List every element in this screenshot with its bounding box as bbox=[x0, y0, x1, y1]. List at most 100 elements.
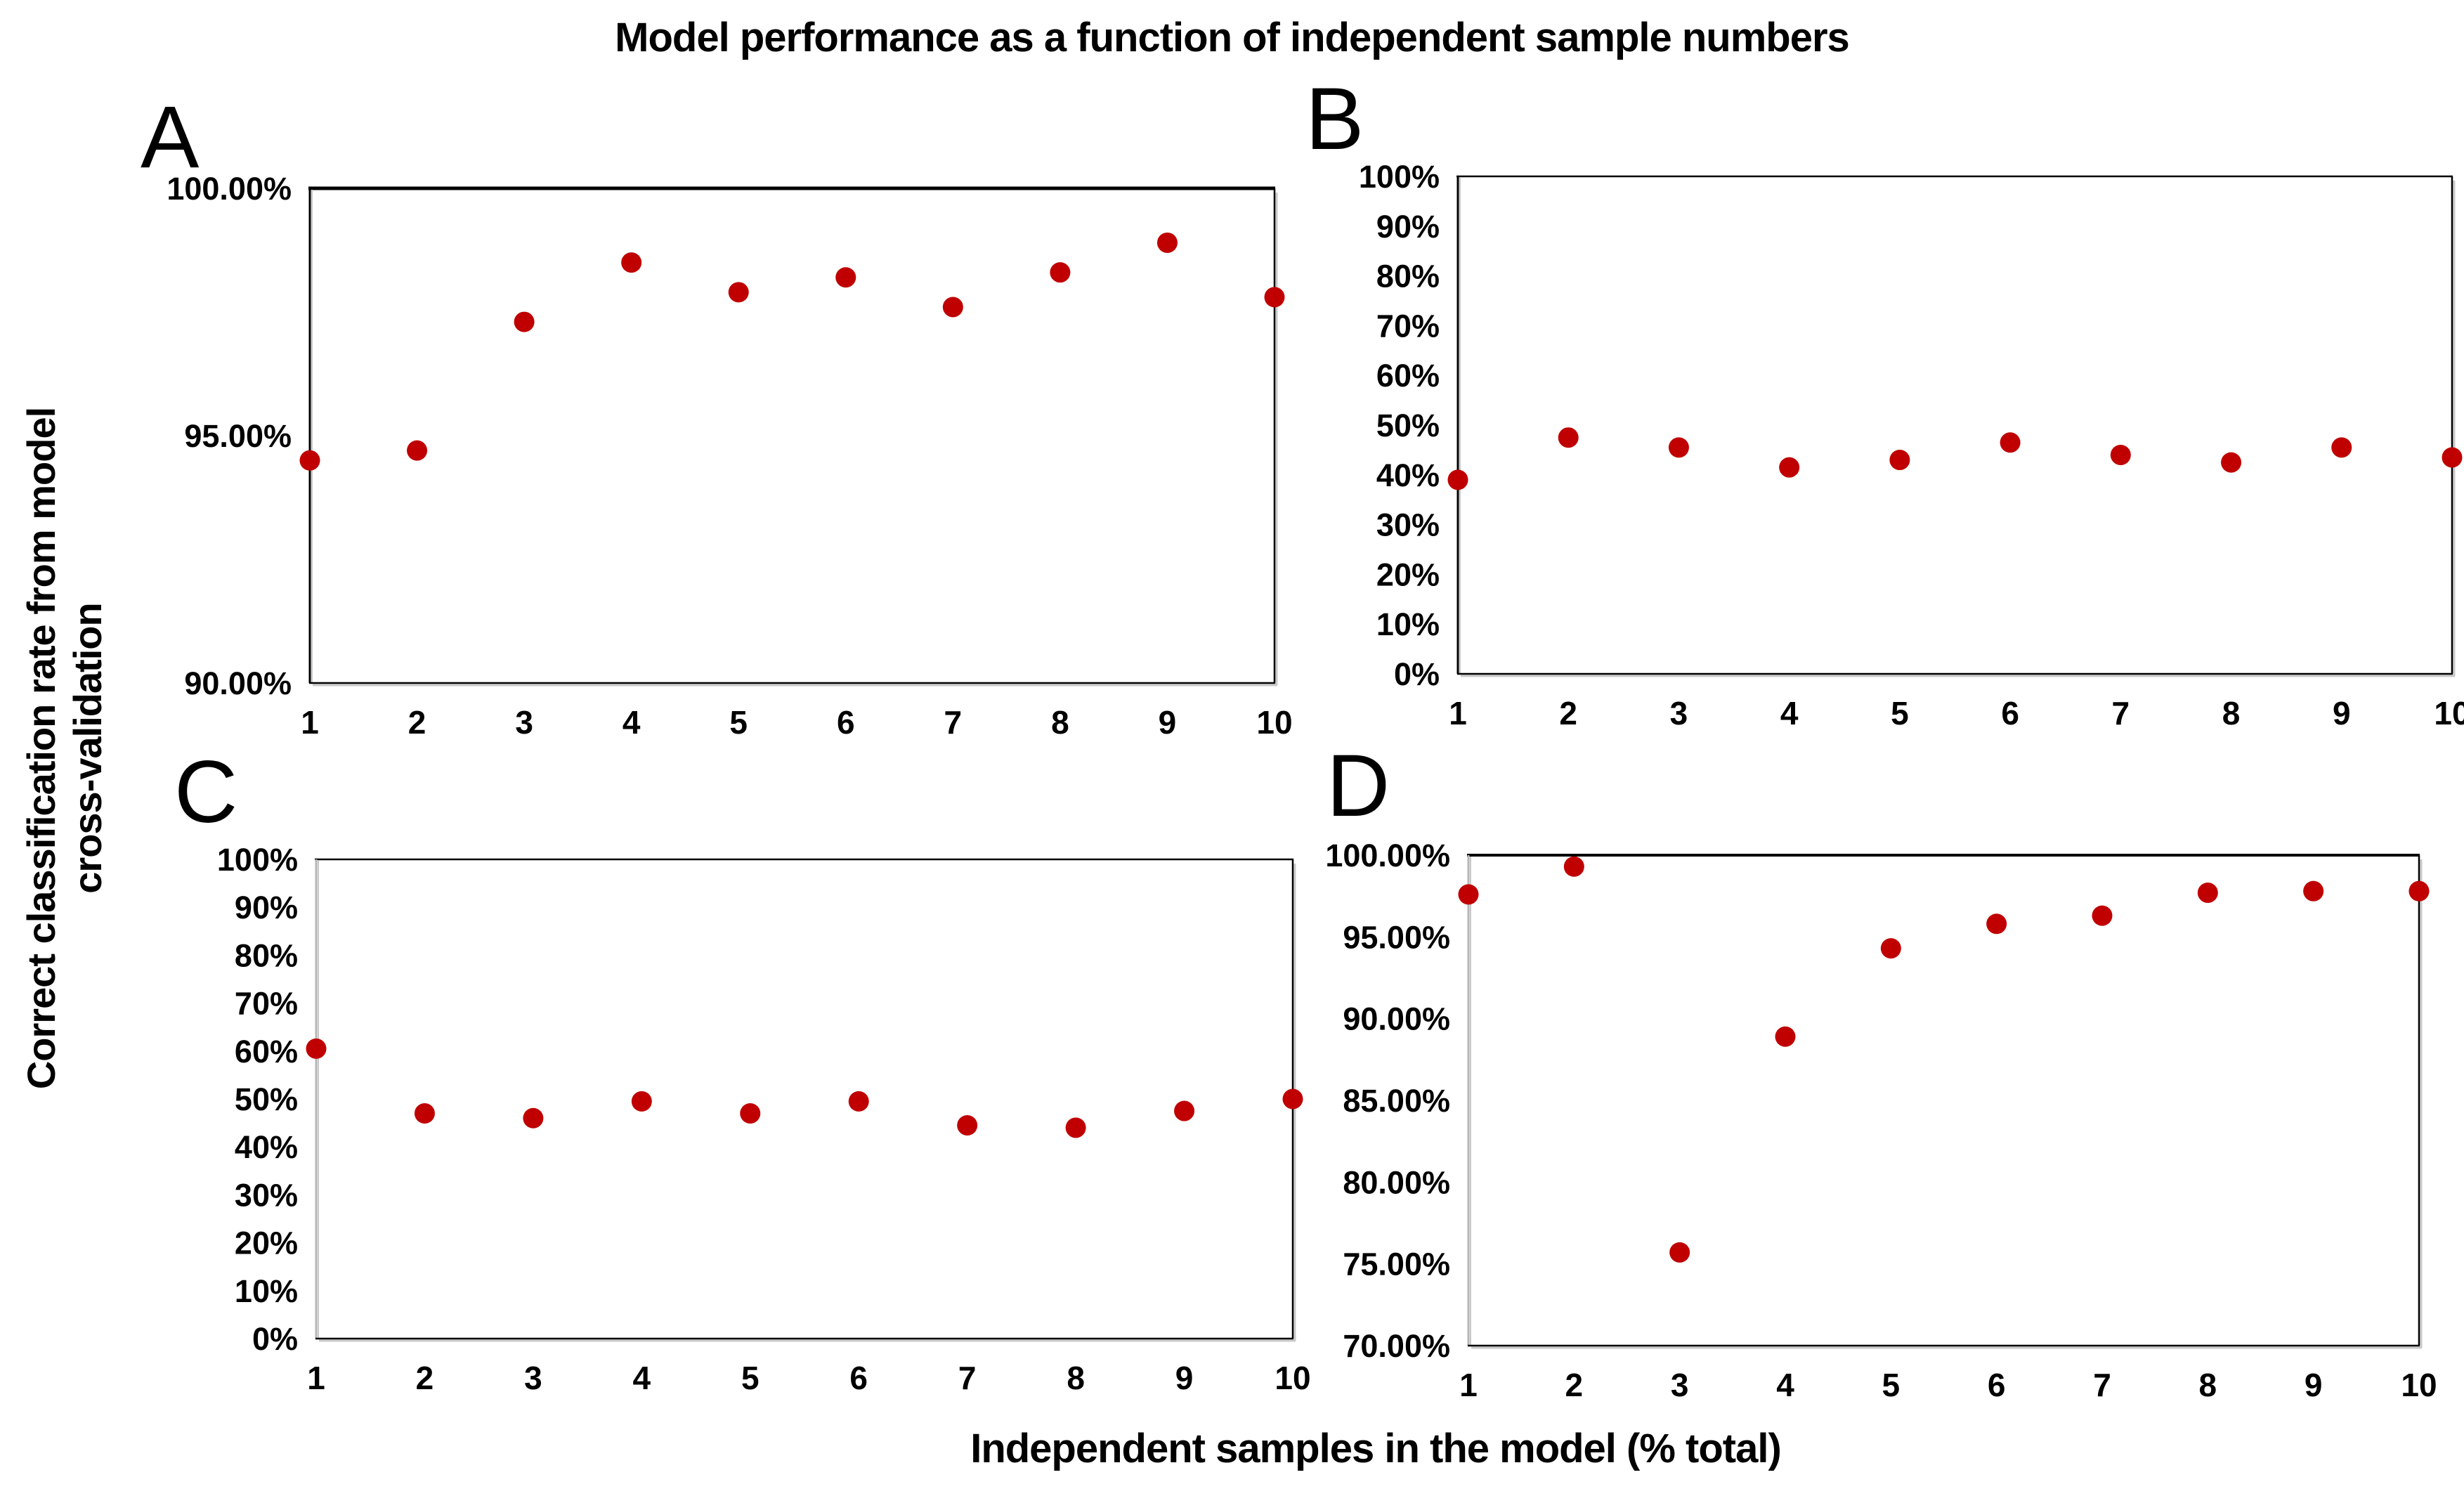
data-point bbox=[1563, 856, 1584, 877]
x-tick-label: 2 bbox=[1559, 695, 1577, 731]
data-point bbox=[1264, 287, 1285, 308]
data-point bbox=[1668, 437, 1689, 458]
x-tick-label: 9 bbox=[1159, 704, 1177, 741]
x-tick-label: 10 bbox=[2434, 695, 2464, 731]
x-tick-label: 9 bbox=[2333, 695, 2351, 731]
x-tick-label: 5 bbox=[741, 1360, 760, 1396]
figure-title: Model performance as a function of indep… bbox=[615, 15, 1850, 60]
data-point bbox=[631, 1091, 652, 1112]
x-tick-label: 2 bbox=[416, 1360, 434, 1396]
data-point bbox=[728, 282, 749, 303]
y-tick-label: 90% bbox=[235, 890, 298, 925]
y-tick-label: 40% bbox=[235, 1129, 298, 1165]
x-tick-label: 5 bbox=[1891, 695, 1909, 731]
data-point bbox=[621, 252, 642, 273]
data-point bbox=[2197, 883, 2218, 904]
data-point bbox=[1174, 1100, 1195, 1121]
x-tick-label: 8 bbox=[1067, 1360, 1085, 1396]
data-point bbox=[407, 440, 428, 461]
data-point bbox=[1775, 1026, 1796, 1047]
data-point bbox=[1880, 938, 1901, 959]
x-tick-label: 8 bbox=[1051, 704, 1069, 741]
x-tick-label: 4 bbox=[1776, 1367, 1794, 1403]
x-tick-label: 7 bbox=[2093, 1367, 2111, 1403]
data-point bbox=[299, 450, 320, 471]
data-point bbox=[1156, 232, 1178, 253]
y-tick-label: 80% bbox=[235, 937, 298, 973]
x-axis-title: Independent samples in the model (% tota… bbox=[970, 1426, 1782, 1471]
data-point bbox=[1458, 884, 1479, 905]
x-tick-label: 4 bbox=[633, 1360, 651, 1396]
x-tick-label: 3 bbox=[515, 704, 533, 741]
x-tick-label: 3 bbox=[524, 1360, 542, 1396]
panel-label-c: C bbox=[174, 743, 237, 841]
y-tick-label: 90% bbox=[1376, 209, 1440, 245]
y-tick-label: 100% bbox=[217, 842, 298, 878]
x-tick-label: 6 bbox=[2001, 695, 2019, 731]
y-tick-label: 100% bbox=[1359, 159, 1440, 195]
data-point bbox=[1065, 1117, 1086, 1138]
y-tick-label: 80.00% bbox=[1343, 1164, 1450, 1200]
data-point bbox=[957, 1115, 978, 1136]
y-tick-label: 100.00% bbox=[1325, 838, 1450, 873]
panel-label-d: D bbox=[1326, 737, 1390, 835]
y-tick-label: 0% bbox=[1394, 656, 1440, 692]
x-tick-label: 3 bbox=[1671, 1367, 1689, 1403]
x-tick-label: 5 bbox=[1882, 1367, 1901, 1403]
x-tick-label: 4 bbox=[1780, 695, 1799, 731]
y-tick-label: 0% bbox=[252, 1321, 298, 1357]
data-point bbox=[414, 1103, 435, 1124]
x-tick-label: 6 bbox=[1988, 1367, 2006, 1403]
x-tick-label: 4 bbox=[622, 704, 641, 741]
x-tick-label: 10 bbox=[1256, 704, 1292, 741]
x-tick-label: 2 bbox=[408, 704, 426, 741]
y-tick-label: 80% bbox=[1376, 259, 1440, 294]
data-point bbox=[740, 1103, 761, 1124]
y-tick-label: 70% bbox=[235, 986, 298, 1022]
x-tick-label: 7 bbox=[2112, 695, 2130, 731]
data-point bbox=[2331, 437, 2352, 458]
data-point bbox=[942, 297, 963, 318]
data-point bbox=[2408, 880, 2430, 902]
x-tick-label: 9 bbox=[2305, 1367, 2323, 1403]
x-tick-label: 7 bbox=[958, 1360, 977, 1396]
y-tick-label: 95.00% bbox=[184, 418, 292, 454]
x-tick-label: 3 bbox=[1670, 695, 1688, 731]
y-tick-label: 95.00% bbox=[1343, 919, 1450, 955]
y-tick-label: 60% bbox=[1376, 358, 1440, 393]
x-tick-label: 6 bbox=[849, 1360, 868, 1396]
data-point bbox=[1282, 1088, 1303, 1110]
data-point bbox=[2303, 880, 2324, 902]
x-tick-label: 5 bbox=[729, 704, 748, 741]
data-point bbox=[306, 1038, 327, 1059]
data-point bbox=[1889, 450, 1910, 471]
data-point bbox=[1669, 1242, 1690, 1263]
panel-c-plot: 100% 90% 80% 70% 60% 50% 40% 30% 20% 10% 0%1 2 3 4 5 6 7… bbox=[217, 842, 1311, 1396]
y-tick-label: 10% bbox=[235, 1273, 298, 1309]
x-tick-label: 10 bbox=[2401, 1367, 2437, 1403]
data-point bbox=[1558, 427, 1579, 448]
y-tick-label: 75.00% bbox=[1343, 1247, 1450, 1282]
y-tick-label: 20% bbox=[1376, 557, 1440, 592]
data-point bbox=[1779, 457, 1800, 478]
x-tick-label: 6 bbox=[837, 704, 855, 741]
data-point bbox=[2221, 452, 2242, 473]
panel-b-plot: 100% 90% 80% 70% 60% 50% 40% 30% 20% 10% 0%1 2 3 4 5 6 7… bbox=[1359, 159, 2464, 731]
data-point bbox=[848, 1091, 869, 1112]
x-tick-label: 8 bbox=[2199, 1367, 2217, 1403]
x-tick-label: 1 bbox=[301, 704, 319, 741]
data-point bbox=[2000, 432, 2021, 453]
y-tick-label: 90.00% bbox=[1343, 1001, 1450, 1037]
y-tick-label: 30% bbox=[1376, 507, 1440, 543]
data-point bbox=[1050, 262, 1071, 283]
data-point bbox=[2110, 444, 2131, 465]
y-tick-label: 100.00% bbox=[167, 171, 292, 207]
x-tick-label: 7 bbox=[944, 704, 963, 741]
y-tick-label: 20% bbox=[235, 1225, 298, 1261]
y-tick-label: 60% bbox=[235, 1034, 298, 1069]
data-point bbox=[1986, 913, 2007, 935]
data-point bbox=[523, 1107, 544, 1128]
x-tick-label: 8 bbox=[2222, 695, 2241, 731]
